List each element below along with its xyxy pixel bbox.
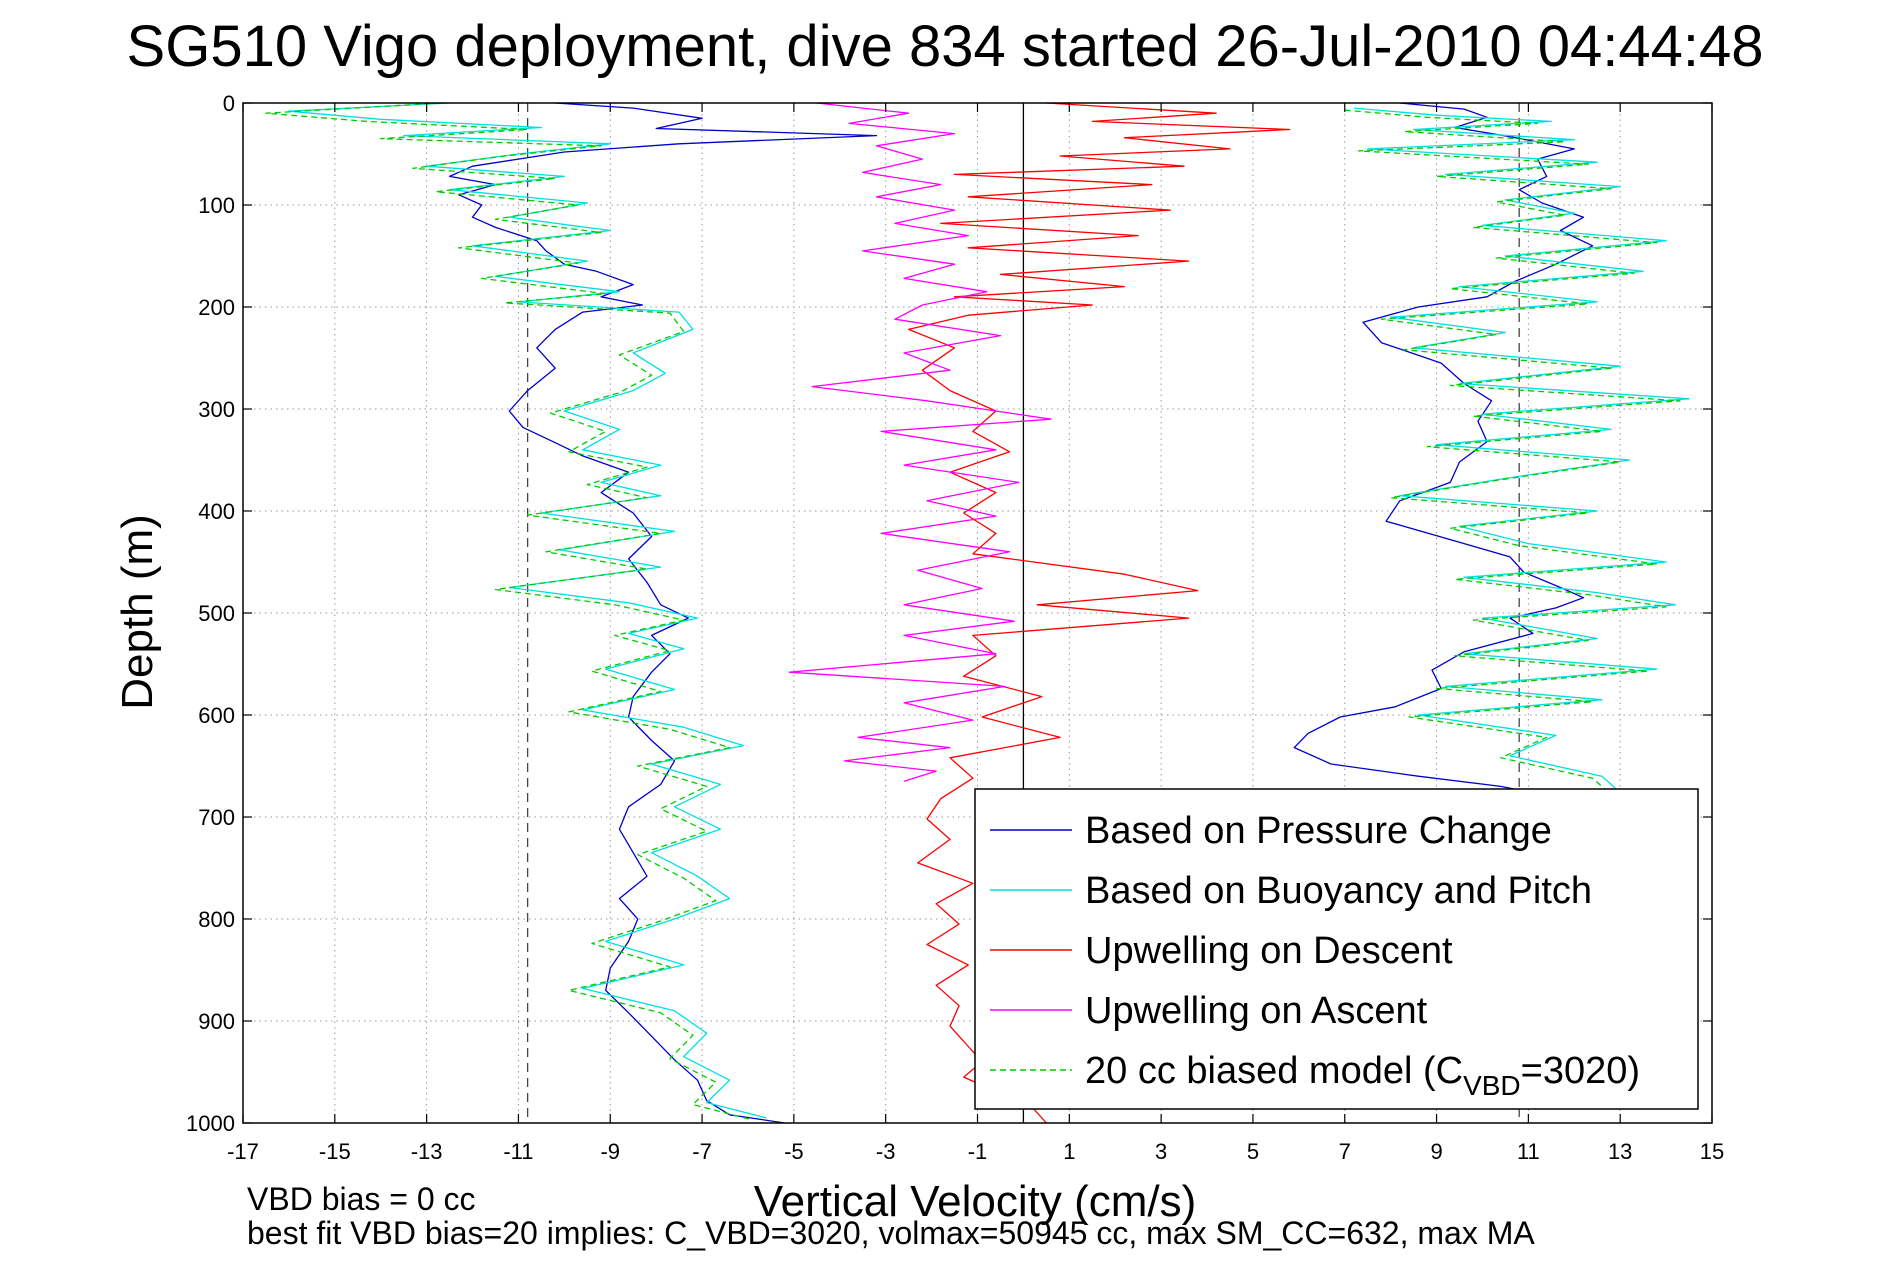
series-line-2 bbox=[288, 102, 767, 1119]
legend-box bbox=[974, 788, 1699, 1110]
x-tick-label-10: 3 bbox=[1155, 1139, 1167, 1164]
series-layer bbox=[265, 102, 1690, 1124]
series-line-0 bbox=[448, 102, 878, 1124]
x-tick-label-1: -15 bbox=[319, 1139, 351, 1164]
x-tick-label-2: -13 bbox=[411, 1139, 443, 1164]
series-line-3 bbox=[1353, 107, 1690, 789]
y-tick-label-3: 300 bbox=[198, 397, 235, 422]
x-tick-label-6: -5 bbox=[784, 1139, 804, 1164]
x-tick-label-12: 7 bbox=[1339, 1139, 1351, 1164]
annotation-best-fit: best fit VBD bias=20 implies: C_VBD=3020… bbox=[247, 1215, 1535, 1251]
legend-label-2: Upwelling on Descent bbox=[1085, 930, 1453, 972]
y-tick-label-1: 100 bbox=[198, 193, 235, 218]
x-tick-label-5: -7 bbox=[692, 1139, 712, 1164]
series-line-5 bbox=[788, 102, 1052, 782]
annotation-vbd-bias: VBD bias = 0 cc bbox=[247, 1181, 476, 1217]
legend-label-4: 20 cc biased model (CVBD=3020) bbox=[1085, 1050, 1640, 1101]
x-tick-label-0: -17 bbox=[227, 1139, 259, 1164]
legend-label-1: Based on Buoyancy and Pitch bbox=[1085, 870, 1592, 912]
axis-ticks: -17 -15 -13 -11 -9 -7 -5 -3 -1 1 3 5 7 9 11 13 150100200… bbox=[186, 91, 1724, 1164]
y-axis-label: Depth (m) bbox=[113, 514, 162, 710]
x-axis-label: Vertical Velocity (cm/s) bbox=[754, 1177, 1197, 1226]
x-tick-label-8: -1 bbox=[968, 1139, 988, 1164]
x-tick-label-7: -3 bbox=[876, 1139, 896, 1164]
y-tick-label-0: 0 bbox=[223, 91, 235, 116]
y-tick-label-8: 800 bbox=[198, 907, 235, 932]
y-tick-label-9: 900 bbox=[198, 1009, 235, 1034]
legend: Based on Pressure Change Based on Buoyanc… bbox=[974, 788, 1699, 1110]
y-tick-label-6: 600 bbox=[198, 703, 235, 728]
legend-label-0: Based on Pressure Change bbox=[1085, 810, 1552, 852]
y-tick-label-7: 700 bbox=[198, 805, 235, 830]
x-tick-label-11: 5 bbox=[1247, 1139, 1259, 1164]
x-tick-label-14: 11 bbox=[1517, 1139, 1540, 1164]
series-line-4 bbox=[907, 102, 1291, 1124]
y-tick-label-10: 1000 bbox=[186, 1111, 235, 1136]
series-line-6 bbox=[265, 102, 753, 1121]
legend-label-3: Upwelling on Ascent bbox=[1085, 990, 1428, 1032]
chart-title: SG510 Vigo deployment, dive 834 started … bbox=[127, 14, 1764, 79]
series-line-7 bbox=[1344, 109, 1681, 791]
y-tick-label-2: 200 bbox=[198, 295, 235, 320]
x-tick-label-15: 13 bbox=[1608, 1139, 1632, 1164]
x-tick-label-3: -11 bbox=[503, 1139, 533, 1164]
y-tick-label-4: 400 bbox=[198, 499, 235, 524]
x-tick-label-16: 15 bbox=[1700, 1139, 1724, 1164]
x-tick-label-4: -9 bbox=[600, 1139, 620, 1164]
y-tick-label-5: 500 bbox=[198, 601, 235, 626]
series-line-1 bbox=[1293, 102, 1594, 804]
x-tick-label-13: 9 bbox=[1430, 1139, 1442, 1164]
x-tick-label-9: 1 bbox=[1063, 1139, 1075, 1164]
